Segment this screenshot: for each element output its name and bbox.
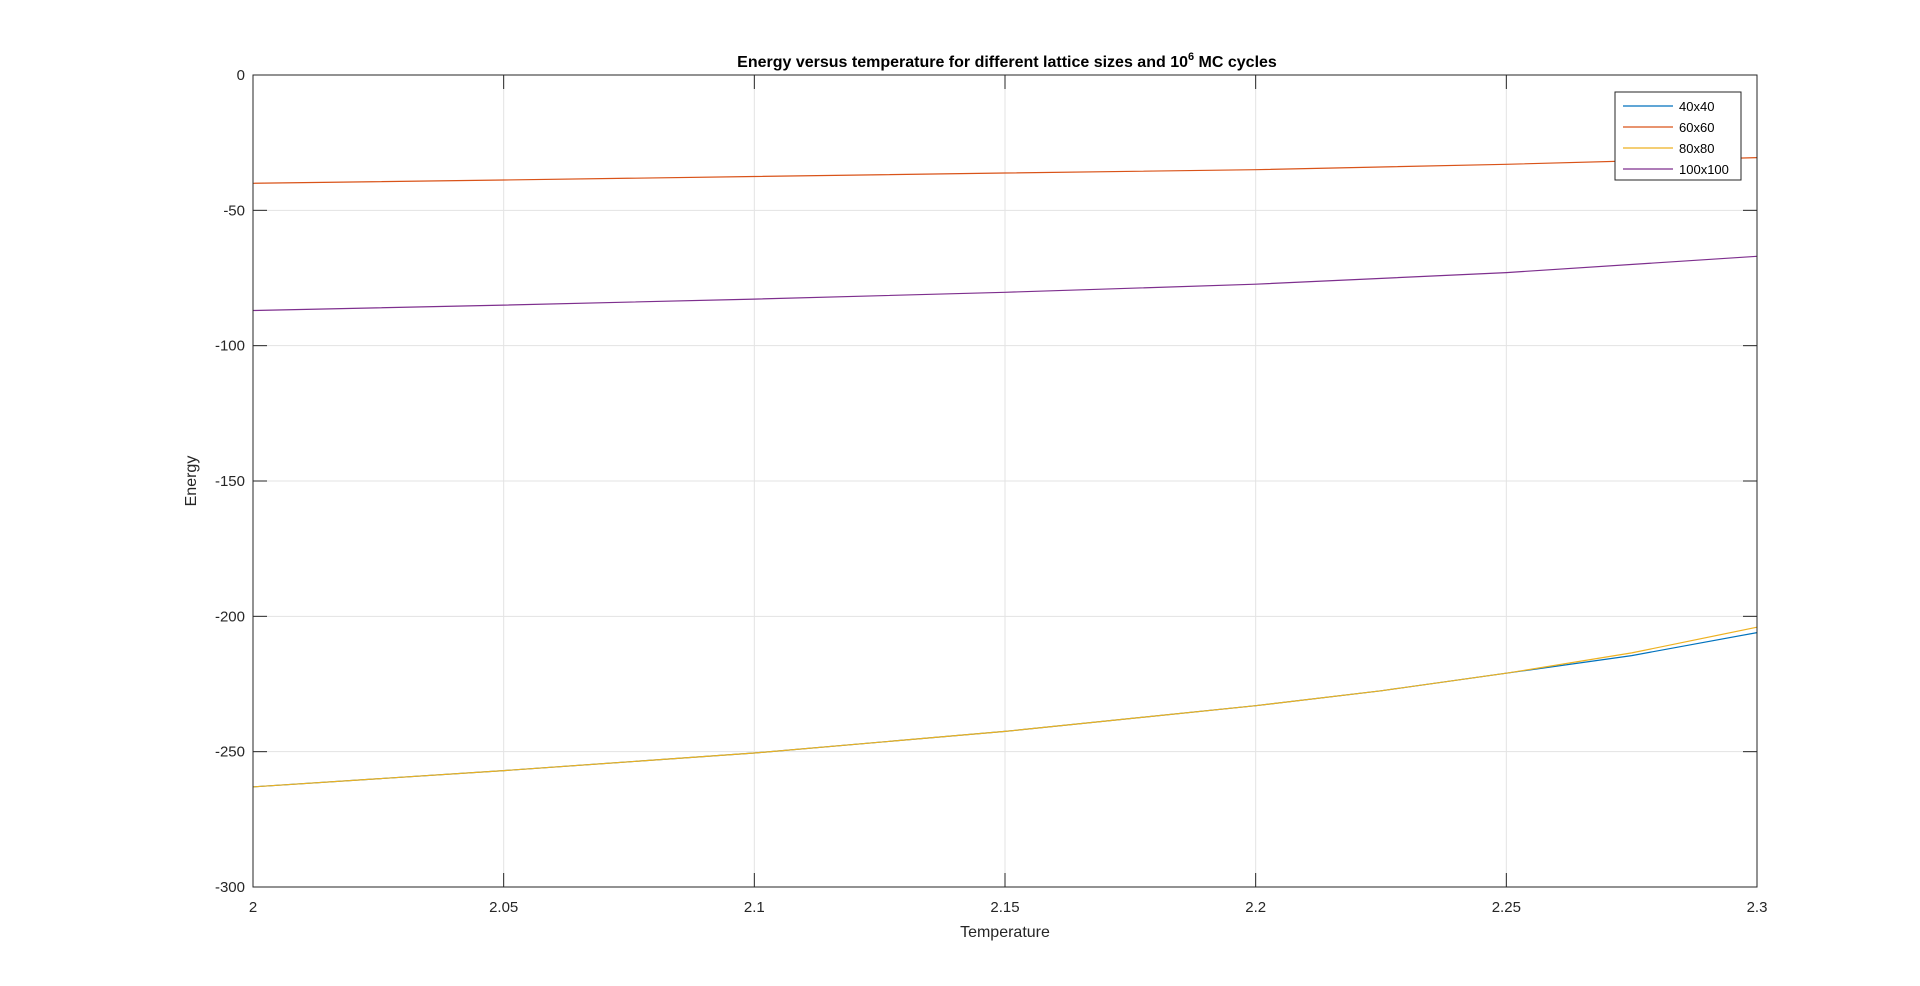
- y-tick-label: -200: [215, 608, 245, 625]
- chart-title-suffix: MC cycles: [1194, 54, 1277, 71]
- legend-box: [1614, 91, 1742, 181]
- x-tick-label: 2.1: [744, 899, 765, 916]
- y-axis-title: Energy: [183, 456, 200, 507]
- legend-label: 80x80: [1679, 141, 1714, 156]
- legend-label: 60x60: [1679, 120, 1714, 135]
- series-layer: [252, 157, 1758, 788]
- series-line-80x80: [252, 626, 1758, 788]
- x-tick-label: 2.2: [1245, 899, 1266, 916]
- x-tick-label: 2: [249, 899, 257, 916]
- y-tick-label: -150: [215, 473, 245, 490]
- y-tick-label: 0: [237, 67, 245, 84]
- y-tick-label: -250: [215, 744, 245, 761]
- tick-marks: [252, 74, 1758, 888]
- x-tick-label: 2.25: [1492, 899, 1521, 916]
- chart-title-exponent: 6: [1188, 51, 1194, 63]
- y-tick-label: -100: [215, 338, 245, 355]
- series-line-60x60: [252, 157, 1758, 184]
- series-line-100x100: [252, 255, 1758, 312]
- x-tick-label: 2.05: [489, 899, 518, 916]
- legend: 40x40 60x60 80x80 100x100: [1614, 91, 1742, 181]
- tick-labels: 2 2.05 2.1 2.15 2.2 2.25 2.3 0 -50 -100 -150 -200 -2…: [215, 67, 1767, 916]
- y-tick-label: -50: [223, 202, 245, 219]
- chart-title: Energy versus temperature for different …: [737, 51, 1277, 71]
- legend-label: 100x100: [1679, 162, 1729, 177]
- x-tick-label: 2.3: [1747, 899, 1768, 916]
- y-tick-label: -300: [215, 879, 245, 896]
- x-axis-title: Temperature: [960, 924, 1050, 941]
- x-tick-label: 2.15: [990, 899, 1019, 916]
- chart-title-main: Energy versus temperature for different …: [737, 54, 1188, 71]
- legend-label: 40x40: [1679, 99, 1714, 114]
